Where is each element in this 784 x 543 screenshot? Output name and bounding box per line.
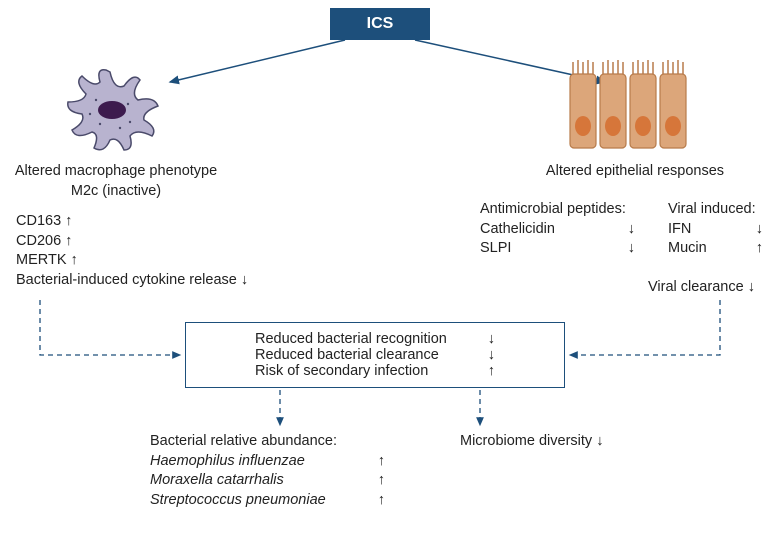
microbiome-diversity: Microbiome diversity ↓ <box>460 432 603 452</box>
ics-label: ICS <box>367 15 394 33</box>
antimicrobial-block: Antimicrobial peptides: Cathelicidin↓ SL… <box>480 200 635 259</box>
viral-row: IFN↓ <box>668 220 763 240</box>
species-row: Haemophilus influenzae↑ <box>150 452 385 472</box>
viral-header: Viral induced: <box>668 200 763 220</box>
viral-block: Viral induced: IFN↓ Mucin↑ <box>668 200 763 259</box>
antimicrobial-row: SLPI↓ <box>480 239 635 259</box>
outcome-row: Reduced bacterial recognition↓ <box>255 331 495 347</box>
ics-box: ICS <box>330 8 430 40</box>
macrophage-markers: CD163 ↑ CD206 ↑ MERTK ↑ Bacterial-induce… <box>16 212 248 290</box>
marker-row: CD163 ↑ <box>16 212 248 232</box>
species-row: Moraxella catarrhalis↑ <box>150 471 385 491</box>
epithelial-icon <box>570 60 686 148</box>
outcome-row: Reduced bacterial clearance↓ <box>255 347 495 363</box>
antimicrobial-row: Cathelicidin↓ <box>480 220 635 240</box>
antimicrobial-header: Antimicrobial peptides: <box>480 200 635 220</box>
viral-clearance: Viral clearance ↓ <box>648 278 755 298</box>
macrophage-icon <box>68 70 158 150</box>
epithelial-title: Altered epithelial responses <box>520 162 750 182</box>
outcome-box: Reduced bacterial recognition↓ Reduced b… <box>185 322 565 388</box>
marker-row: CD206 ↑ <box>16 232 248 252</box>
species-row: Streptococcus pneumoniae↑ <box>150 491 385 511</box>
macrophage-title: Altered macrophage phenotype M2c (inacti… <box>6 162 226 201</box>
macrophage-title-2: M2c (inactive) <box>6 182 226 202</box>
outcome-row: Risk of secondary infection↑ <box>255 363 495 379</box>
bacterial-abundance: Bacterial relative abundance: Haemophilu… <box>150 432 385 510</box>
marker-row: Bacterial-induced cytokine release ↓ <box>16 271 248 291</box>
bacterial-header: Bacterial relative abundance: <box>150 432 385 452</box>
viral-row: Mucin↑ <box>668 239 763 259</box>
marker-row: MERTK ↑ <box>16 251 248 271</box>
macrophage-title-1: Altered macrophage phenotype <box>6 162 226 182</box>
